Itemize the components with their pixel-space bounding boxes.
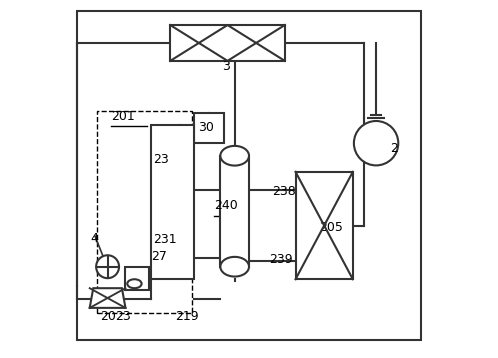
Text: 20: 20	[101, 310, 117, 323]
Ellipse shape	[220, 146, 249, 166]
Bar	[97, 111, 192, 313]
Text: 201: 201	[111, 110, 135, 123]
Text: 238: 238	[272, 185, 296, 198]
Polygon shape	[90, 288, 125, 308]
Text: 3: 3	[222, 60, 230, 73]
Bar	[295, 172, 353, 279]
Text: 231: 231	[153, 233, 177, 246]
Text: 219: 219	[176, 310, 199, 323]
Ellipse shape	[220, 257, 249, 276]
Text: 23: 23	[115, 310, 130, 323]
Text: 27: 27	[151, 250, 167, 262]
Text: 4: 4	[91, 232, 98, 245]
Text: 30: 30	[198, 121, 214, 134]
Bar	[150, 125, 194, 279]
Circle shape	[354, 121, 398, 165]
Circle shape	[96, 255, 119, 278]
Text: 2: 2	[390, 142, 398, 155]
Text: 239: 239	[269, 253, 292, 266]
Text: 205: 205	[319, 221, 343, 234]
Ellipse shape	[127, 279, 141, 288]
Text: 23: 23	[153, 153, 169, 166]
Bar	[194, 113, 224, 143]
Bar	[170, 25, 285, 61]
Bar	[220, 156, 249, 267]
Bar	[125, 267, 149, 290]
Text: 240: 240	[214, 199, 238, 212]
